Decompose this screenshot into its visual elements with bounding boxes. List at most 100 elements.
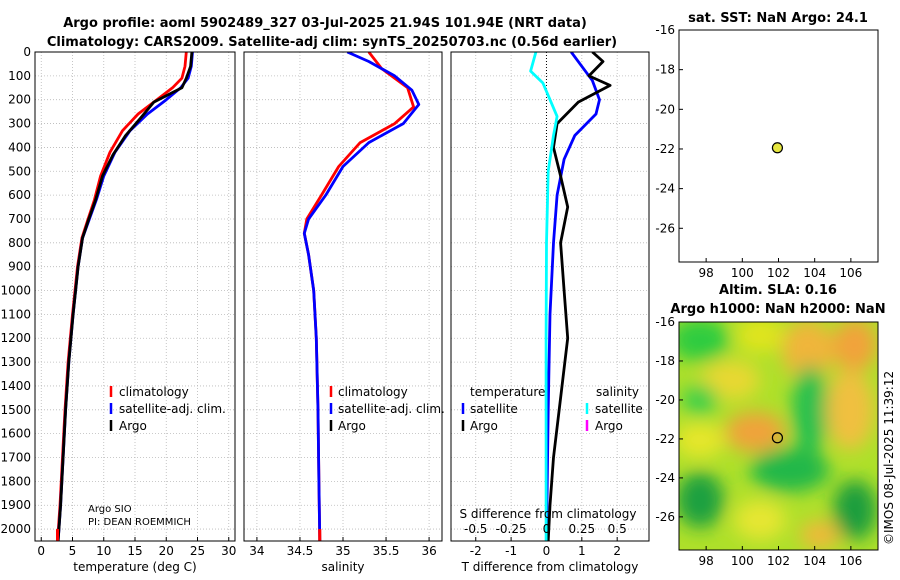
sst-map-ticks: -16 -18 -20 -22 -24 -26 98 100 102 104 106 (655, 23, 862, 280)
legend-label-climatology: climatology (338, 385, 408, 399)
sla-high-blob (736, 322, 784, 353)
depth-tick-label: 2000 (0, 522, 31, 536)
temperature-legend: climatology satellite-adj. clim. Argo (109, 385, 226, 433)
map-y-tick-label: -16 (655, 315, 675, 329)
series-line-t-satellite (545, 52, 601, 541)
depth-tick-label: 100 (8, 69, 31, 83)
sla-low-blob (833, 480, 877, 540)
s-difference-label: S difference from climatology (460, 507, 637, 521)
x-tick-label: 35 (335, 544, 350, 558)
x-tick-label: 0 (543, 544, 551, 558)
grid-layer (35, 51, 649, 541)
x-tick-label: 15 (127, 544, 142, 558)
map-x-tick-label: 98 (698, 266, 713, 280)
legend-label-argo: Argo (119, 419, 147, 433)
series-line-s-satellite (529, 52, 559, 541)
plot-layer (56, 52, 612, 541)
x-tick-label: 30 (221, 544, 236, 558)
sla-low-blob (792, 365, 828, 455)
sla-high-blob (782, 322, 834, 380)
s-diff-tick-label: 0 (543, 522, 551, 536)
map-y-tick-label: -18 (655, 354, 675, 368)
map-y-tick-label: -24 (655, 182, 675, 196)
sla-high-blob (826, 370, 874, 450)
series-line-climatology (56, 52, 188, 541)
float-info-line1: Argo SIO (88, 504, 132, 515)
depth-tick-label: 1500 (0, 403, 31, 417)
series-line-satellite-adj-clim- (56, 52, 194, 541)
depth-tick-label: 1000 (0, 284, 31, 298)
main-title-line2: Climatology: CARS2009. Satellite-adj cli… (47, 35, 617, 50)
map-x-tick-label: 106 (839, 266, 862, 280)
legend-salinity-title: salinity (596, 385, 639, 399)
map-y-tick-label: -26 (655, 510, 675, 524)
sla-low-blob (679, 472, 724, 528)
difference-series-group (529, 52, 612, 541)
x-tick-labels: 0 5 10 15 20 25 30 34 34.5 35 35.5 36 -2 -1 0 1 2 -0.5 -0.… (37, 522, 626, 558)
x-tick-label: 34 (249, 544, 264, 558)
sla-high-blob (725, 412, 785, 452)
sla-high-blob (800, 521, 840, 549)
depth-tick-label: 1700 (0, 451, 31, 465)
legend-label-t-argo: Argo (470, 419, 498, 433)
x-tick-label: 20 (159, 544, 174, 558)
x-tick-label: 0 (37, 544, 45, 558)
map-y-tick-label: -22 (655, 142, 675, 156)
legend-temperature-title: temperature (470, 385, 545, 399)
map-x-tick-label: 104 (803, 554, 826, 568)
x-tick-label: -2 (470, 544, 482, 558)
map-y-tick-label: -20 (655, 102, 675, 116)
map-x-tick-label: 100 (731, 266, 754, 280)
depth-tick-label: 400 (8, 140, 31, 154)
depth-tick-label: 600 (8, 188, 31, 202)
salinity-series-group (302, 52, 421, 541)
s-diff-tick-label: 0.25 (568, 522, 595, 536)
temperature-panel-frame (34, 51, 236, 542)
depth-axis-labels: 0 100 200 300 400 500 600 700 800 900 1000 1100 1200… (0, 45, 31, 536)
x-tick-label: -1 (505, 544, 517, 558)
sla-map-subtitle: Argo h1000: NaN h2000: NaN (670, 302, 885, 317)
temperature-xlabel: temperature (deg C) (73, 560, 196, 574)
depth-tick-label: 800 (8, 236, 31, 250)
salinity-panel-frame (243, 51, 443, 542)
legend-label-t-satellite: satellite (470, 402, 518, 416)
series-line-satellite-adj-clim- (302, 52, 421, 541)
sla-heatmap-field (679, 322, 877, 549)
legend-label-s-satellite: satellite (595, 402, 643, 416)
x-tick-label: 25 (190, 544, 205, 558)
series-line-t-argo (546, 52, 612, 541)
s-diff-tick-label: -0.5 (464, 522, 487, 536)
imos-watermark: ©IMOS 08-Jul-2025 11:39:12 (882, 371, 896, 545)
map-x-tick-label: 106 (839, 554, 862, 568)
x-tick-label: 10 (96, 544, 111, 558)
sla-high-blob (734, 500, 786, 540)
float-info-line2: PI: DEAN ROEMMICH (88, 517, 191, 528)
x-tick-label: 35.5 (373, 544, 400, 558)
depth-tick-label: 1300 (0, 355, 31, 369)
map-x-tick-label: 102 (767, 266, 790, 280)
sla-low-blob (679, 322, 730, 362)
sla-low-blob (682, 384, 718, 416)
depth-tick-label: 300 (8, 117, 31, 131)
sst-map-title: sat. SST: NaN Argo: 24.1 (688, 11, 868, 26)
sst-map-points (771, 142, 784, 154)
sla-high-blob (700, 360, 760, 400)
map-x-tick-label: 104 (803, 266, 826, 280)
depth-tick-label: 200 (8, 93, 31, 107)
map-y-tick-label: -20 (655, 393, 675, 407)
depth-tick-label: 1600 (0, 427, 31, 441)
s-diff-tick-label: 0.5 (608, 522, 627, 536)
depth-tick-label: 1100 (0, 307, 31, 321)
depth-tick-label: 1200 (0, 331, 31, 345)
depth-tick-label: 500 (8, 164, 31, 178)
depth-tick-label: 1800 (0, 474, 31, 488)
sla-heatmap (679, 322, 878, 550)
salinity-legend: climatology satellite-adj. clim. Argo (329, 385, 445, 433)
map-y-tick-label: -18 (655, 63, 675, 77)
map-y-tick-label: -22 (655, 432, 675, 446)
map-x-tick-label: 100 (731, 554, 754, 568)
x-tick-label: 36 (421, 544, 436, 558)
depth-tick-label: 900 (8, 260, 31, 274)
sla-high-blob (833, 322, 877, 371)
